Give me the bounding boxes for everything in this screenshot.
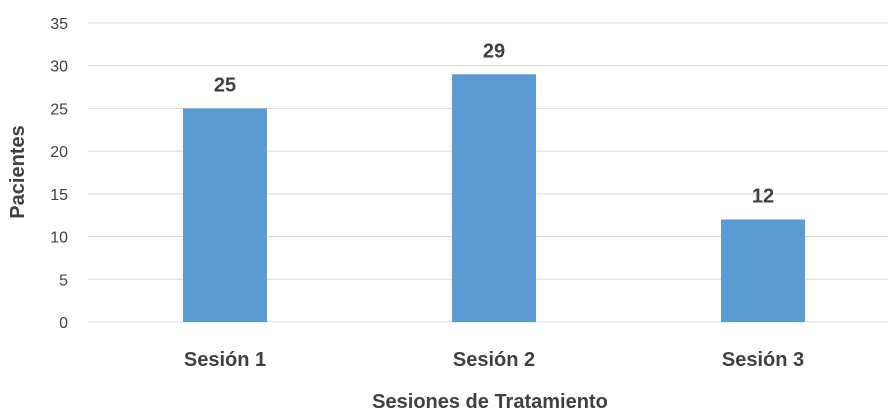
category-label-1: Sesión 1 <box>184 349 266 371</box>
data-label-2: 29 <box>483 40 505 62</box>
x-axis-title: Sesiones de Tratamiento <box>372 391 608 413</box>
data-label-1: 25 <box>214 74 236 96</box>
category-label-3: Sesión 3 <box>722 349 804 371</box>
y-tick-label: 30 <box>50 59 68 76</box>
bar-1 <box>183 108 267 322</box>
y-axis-title: Pacientes <box>7 125 29 218</box>
category-label-2: Sesión 2 <box>453 349 535 371</box>
bar-3 <box>721 219 805 322</box>
y-tick-label: 15 <box>50 187 68 204</box>
bars <box>183 74 805 322</box>
y-tick-label: 0 <box>59 315 68 332</box>
data-label-3: 12 <box>752 185 774 207</box>
y-axis-tick-labels: 0 5 10 15 20 25 30 35 <box>50 16 68 332</box>
y-tick-label: 20 <box>50 144 68 161</box>
data-labels: 25 29 12 <box>214 40 774 207</box>
y-tick-label: 35 <box>50 16 68 33</box>
bar-2 <box>452 74 536 322</box>
y-tick-label: 10 <box>50 230 68 247</box>
x-axis-category-labels: Sesión 1 Sesión 2 Sesión 3 <box>184 349 804 371</box>
y-tick-label: 25 <box>50 101 68 118</box>
y-tick-label: 5 <box>59 272 68 289</box>
